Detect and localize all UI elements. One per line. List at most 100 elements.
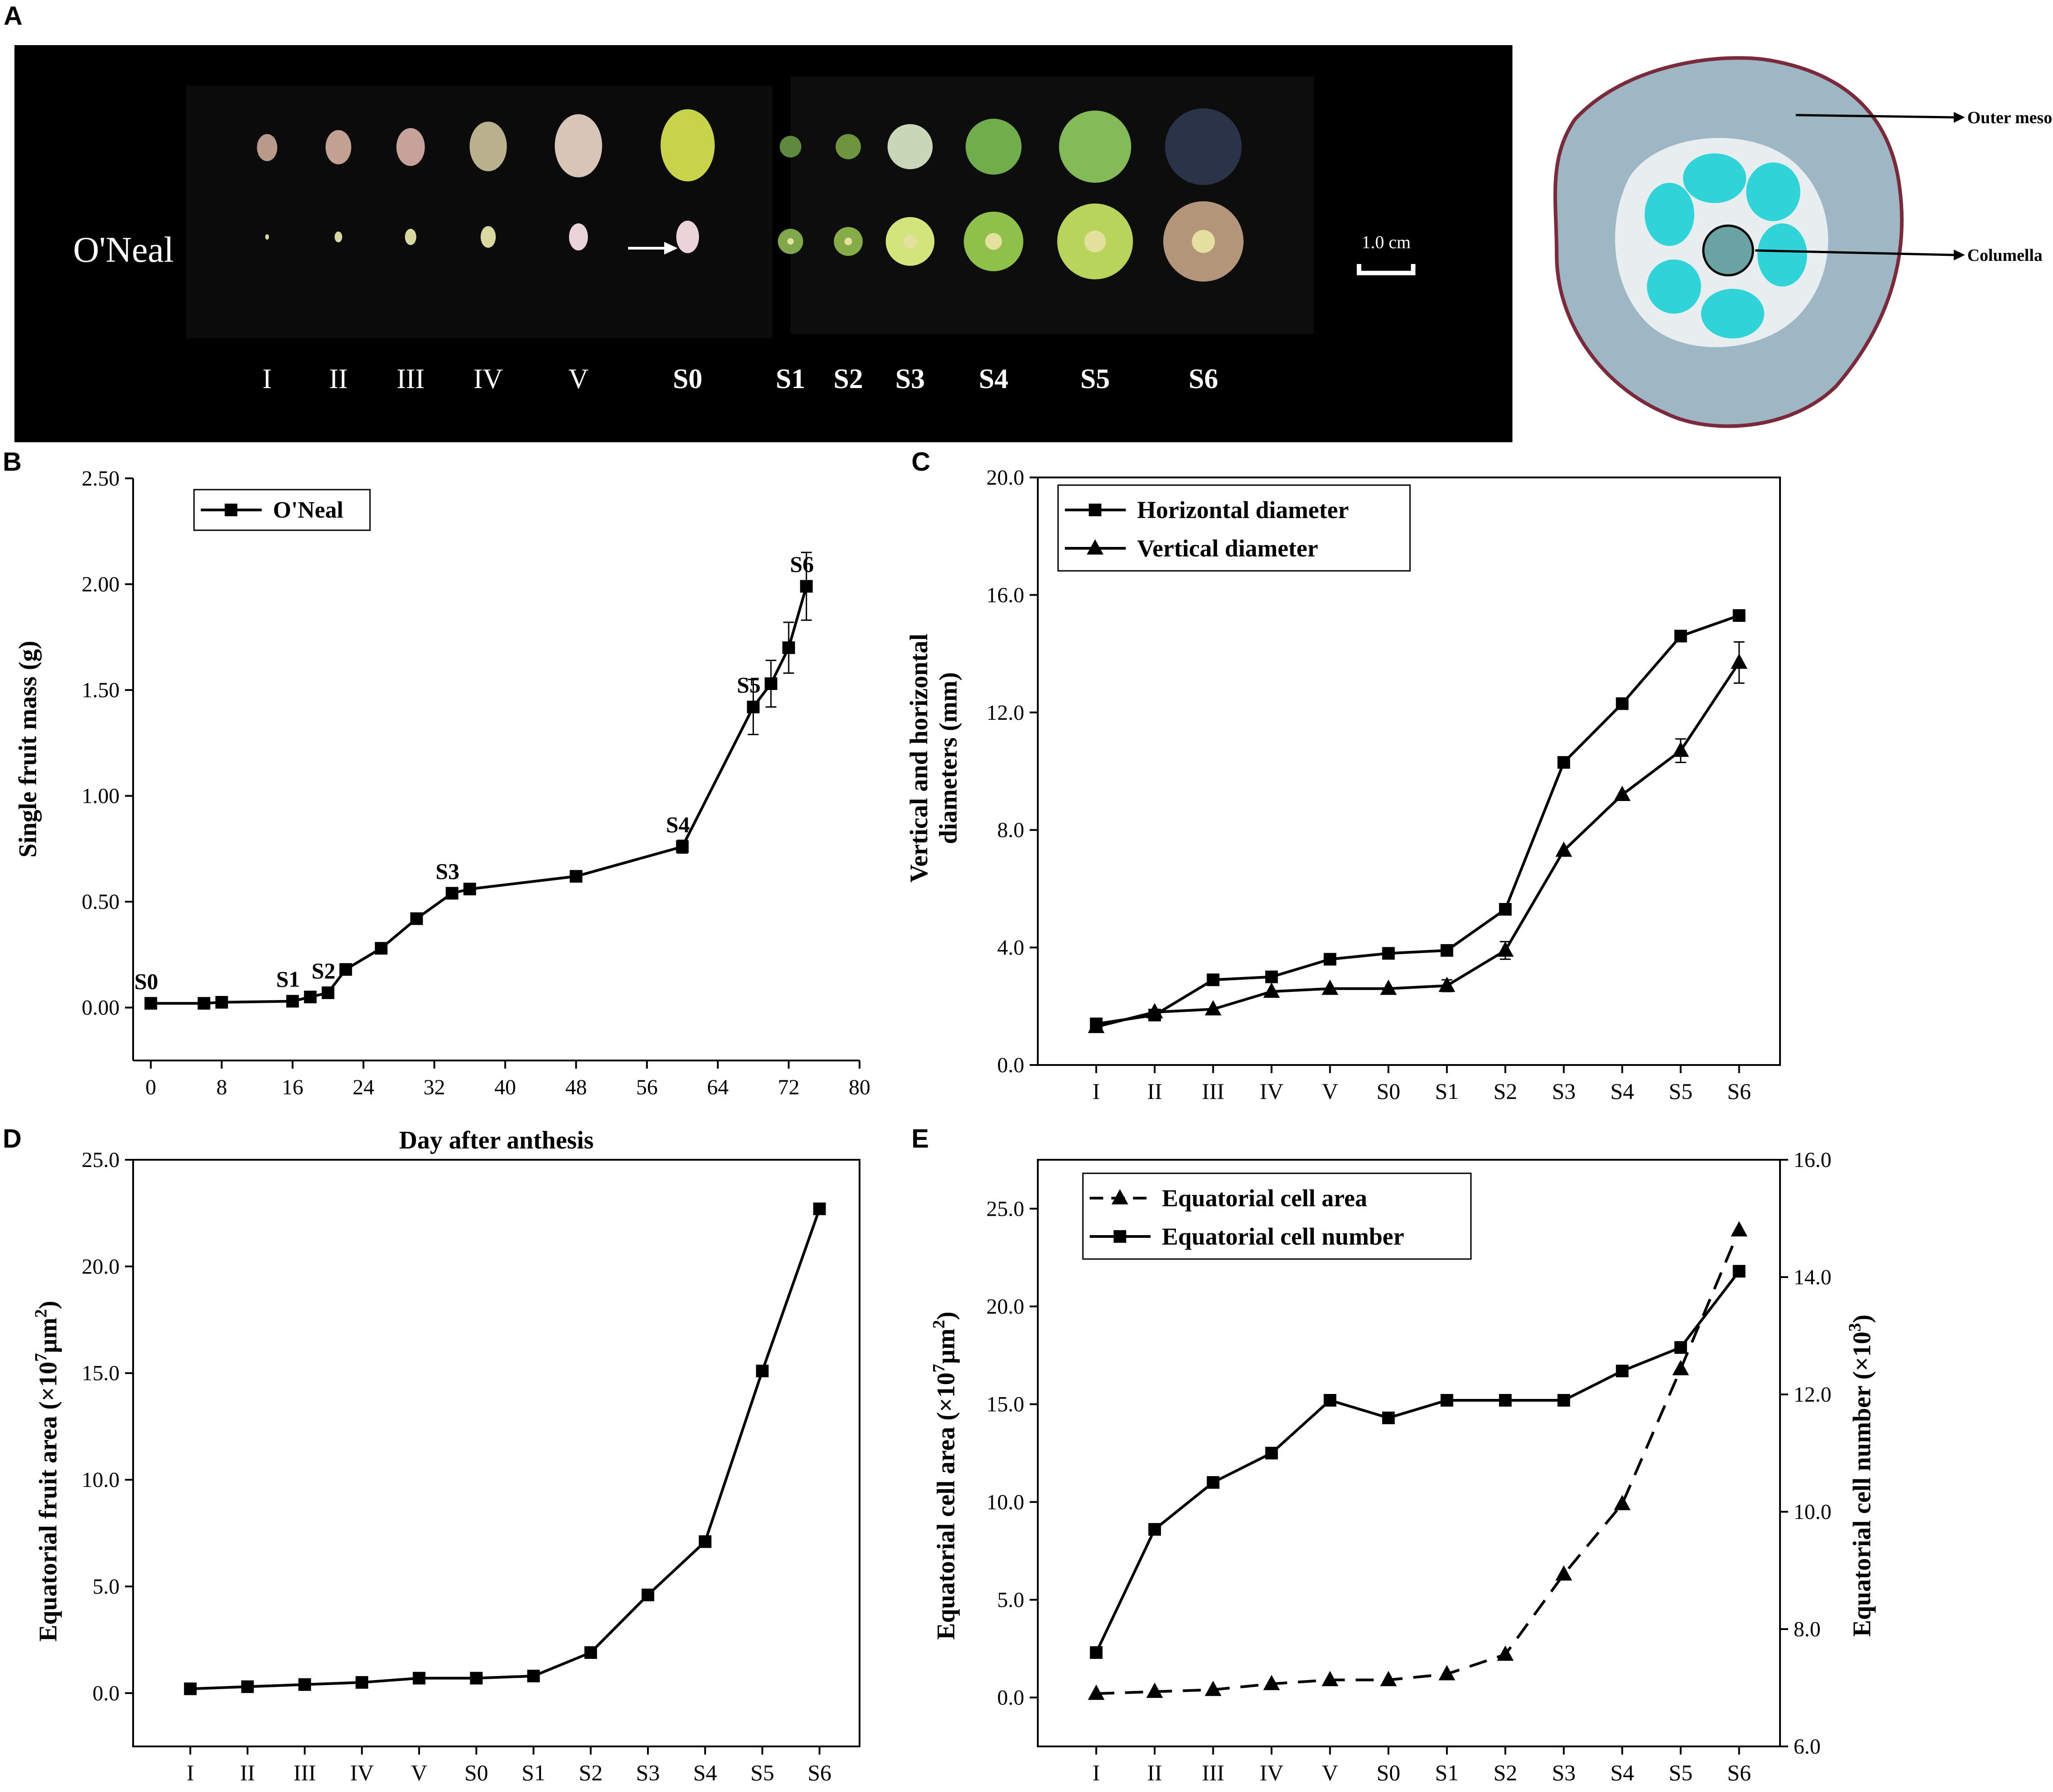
chart-e-ylabel-left-main: Equatorial cell area (×10 <box>932 1372 960 1639</box>
chart-d-point <box>241 1680 254 1693</box>
chart-e-marks: Equatorial cell area Equatorial cell numb… <box>1082 1172 1748 1700</box>
outer-mesocarp-label: Outer mesocarp <box>1967 108 2053 127</box>
chart-d-ytick-label: 25.0 <box>82 1148 120 1172</box>
panel-letter-d: D <box>3 1124 22 1153</box>
chart-c-point <box>1499 903 1512 916</box>
chart-b-point <box>782 641 795 654</box>
chart-e-ytick-right-label: 8.0 <box>1794 1617 1821 1641</box>
chart-b-line-O'Neal <box>151 586 808 1005</box>
chart-d-xtick-label: S2 <box>579 1760 603 1785</box>
chart-b-ytick-label: 2.50 <box>82 467 120 491</box>
chart-e-ylabel-left-sup2: 2 <box>929 1320 948 1329</box>
chart-b-point <box>676 840 689 853</box>
chart-d-point <box>298 1678 311 1691</box>
stage-label-I: I <box>263 364 272 394</box>
chart-b-point <box>321 986 334 999</box>
chart-b-xtick-label: 72 <box>778 1075 800 1099</box>
stage-labels: I II III IV V S0 S1 S2 S3 S4 S5 S6 <box>263 364 1218 394</box>
chart-e-ylabel-left-close: ) <box>932 1311 960 1320</box>
chart-c-point <box>1380 979 1397 995</box>
chart-b-xtick-label: 80 <box>849 1075 870 1099</box>
chart-d-line-series <box>190 1208 821 1690</box>
chart-e-ytick-label: 25.0 <box>986 1197 1024 1221</box>
stage-label-S6: S6 <box>1188 364 1218 394</box>
chart-c-legend-label: Horizontal diameter <box>1137 496 1349 523</box>
chart-b-xtick-label: 8 <box>216 1075 227 1099</box>
chart-b-xtick-label: 32 <box>424 1075 445 1099</box>
chart-c-point <box>1555 841 1572 857</box>
chart-e-point <box>1207 1476 1220 1489</box>
chart-c-point <box>1614 786 1631 801</box>
chart-e-xtick-label: S4 <box>1610 1760 1634 1785</box>
chart-d-point <box>356 1676 369 1689</box>
fruit-development-photo: O'Neal 1.0 cm I II III IV V S0 S1 S2 S3 S4 S5 S6 <box>14 45 1512 442</box>
stage-label-S4: S4 <box>979 364 1008 394</box>
chart-c-point <box>1674 630 1687 643</box>
chart-e-xtick-label: S0 <box>1377 1760 1401 1785</box>
chart-e-point <box>1499 1394 1512 1407</box>
chart-c-xtick-label: S6 <box>1727 1079 1751 1104</box>
chart-e-ylabel-right: Equatorial cell number (×103) <box>1845 1315 1876 1637</box>
chart-b-point <box>198 997 211 1010</box>
chart-e-xtick-label: S3 <box>1552 1760 1576 1785</box>
chart-b-point <box>304 991 317 1004</box>
chart-b-point <box>445 887 458 900</box>
chart-e-axes: 0.05.010.015.020.025.0I II III IV V S0 S1 S2 S3 S… <box>986 1148 1831 1785</box>
chart-e-xtick-label: IV <box>1260 1760 1284 1785</box>
chart-b-xtick-label: 24 <box>352 1075 374 1099</box>
chart-b-xtick-label: 40 <box>495 1075 516 1099</box>
chart-d-ytick-label: 5.0 <box>92 1574 120 1598</box>
chart-e-line-Equatorial cell area <box>1096 1229 1741 1695</box>
chart-e-point <box>1263 1675 1280 1690</box>
panel-letter-a: A <box>4 1 23 31</box>
chart-e-point <box>1090 1646 1103 1659</box>
chart-c-point <box>1438 977 1456 992</box>
stage-label-IV: IV <box>473 364 503 394</box>
chart-c-ytick-label: 20.0 <box>986 466 1024 490</box>
chart-c-legend-box <box>1057 484 1411 572</box>
chart-c-xtick-label: S0 <box>1377 1079 1401 1104</box>
chart-b-annotation-S3: S3 <box>435 858 459 884</box>
chart-c-ylabel-line1: Vertical and horizontal <box>905 634 933 883</box>
stage-label-S0: S0 <box>673 364 702 394</box>
plot-frame <box>1037 477 1781 1066</box>
scale-bar <box>1357 264 1415 275</box>
chart-c-point <box>1672 741 1689 757</box>
chart-e-legend-label: Equatorial cell area <box>1162 1185 1367 1212</box>
stage-label-S1: S1 <box>776 364 805 394</box>
chart-c-point <box>1497 941 1514 957</box>
chart-e-ylabel-right-main: Equatorial cell number (×10 <box>1848 1332 1876 1637</box>
chart-d-ylabel-unit: μm <box>34 1318 62 1353</box>
chart-c-point <box>1730 653 1748 669</box>
chart-e-point <box>1674 1341 1687 1354</box>
small-bud-II <box>334 232 342 242</box>
fruit-cut-core-S4 <box>985 233 1002 250</box>
chart-e-point <box>1733 1265 1746 1278</box>
chart-e-ytick-label: 10.0 <box>986 1490 1024 1514</box>
chart-c-xtick-label: II <box>1147 1079 1162 1104</box>
chart-b-point <box>286 995 299 1008</box>
chart-c-ytick-label: 4.0 <box>997 936 1024 960</box>
chart-e-xtick-label: S6 <box>1727 1760 1751 1785</box>
chart-e-ytick-label: 5.0 <box>997 1588 1024 1612</box>
chart-c-point <box>1733 609 1746 622</box>
chart-e-legend-box <box>1082 1172 1472 1260</box>
chart-c-xtick-label: I <box>1092 1079 1100 1104</box>
fruit-cut-core-S3 <box>903 235 917 248</box>
chart-e-ytick-right-label: 12.0 <box>1794 1383 1831 1407</box>
fruit-backdrop <box>791 77 1314 334</box>
chart-b-xtick-label: 48 <box>565 1075 587 1099</box>
arrow-head-icon <box>664 242 678 255</box>
chart-c-point <box>1616 697 1629 710</box>
chart-b-xtick-label: 64 <box>707 1075 729 1099</box>
chart-c-ytick-label: 16.0 <box>986 583 1024 607</box>
columella-pointer <box>1755 249 1954 256</box>
chart-b-ytick-label: 0.50 <box>82 890 120 914</box>
chart-e-ytick-label: 20.0 <box>986 1295 1024 1319</box>
section-seeds <box>1645 153 1807 338</box>
fruit-S6 <box>1165 108 1242 185</box>
chart-d-point <box>470 1672 483 1685</box>
chart-c-point <box>1323 953 1336 966</box>
chart-b-point <box>747 700 760 713</box>
fruit-S1 <box>780 136 801 157</box>
